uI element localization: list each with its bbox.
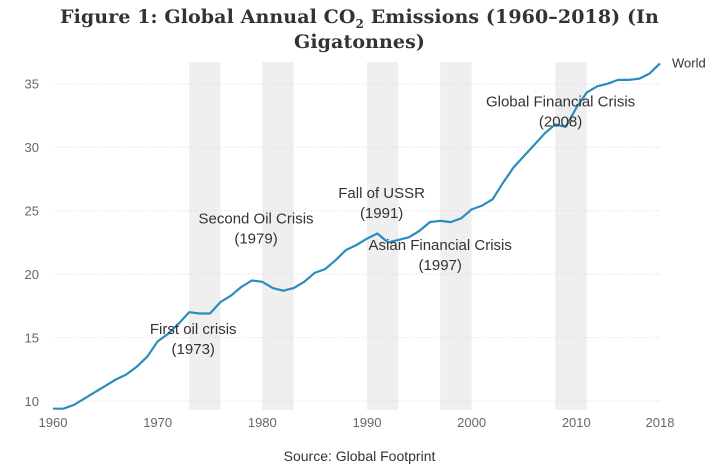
- x-tick-label: 1960: [39, 415, 68, 430]
- y-tick-label: 25: [25, 204, 39, 219]
- series-lines: World: [53, 55, 706, 410]
- annotation-year: (1979): [234, 230, 277, 247]
- source-note: Source: Global Footprint: [283, 448, 436, 464]
- x-tick-label: 1970: [143, 415, 172, 430]
- y-tick-label: 20: [25, 267, 39, 282]
- recession-band-0: [189, 62, 221, 410]
- annotation-label: Global Financial Crisis: [486, 94, 635, 111]
- recession-bands: [189, 62, 587, 410]
- recession-band-4: [555, 62, 587, 410]
- annotations: First oil crisis (1973) Second Oil Crisis (…: [150, 94, 635, 358]
- annotation-year: (1991): [360, 205, 403, 222]
- gridlines: [53, 83, 660, 402]
- series-line-world: [53, 62, 661, 410]
- y-tick-label: 30: [25, 140, 39, 155]
- annotation-year: (2008): [539, 114, 582, 131]
- annotation-year: (1997): [419, 257, 462, 274]
- recession-band-3: [440, 62, 472, 410]
- x-tick-label: 2018: [646, 415, 675, 430]
- y-axis-ticks: 10 15 20 25 30 35: [25, 77, 39, 409]
- annotation-label: Asian Financial Crisis: [369, 237, 512, 254]
- x-tick-label: 2010: [562, 415, 591, 430]
- annotation-label: First oil crisis: [150, 321, 237, 338]
- x-tick-label: 2000: [457, 415, 486, 430]
- annotation-label: Second Oil Crisis: [199, 210, 314, 227]
- x-tick-label: 1980: [248, 415, 277, 430]
- y-tick-label: 10: [25, 394, 39, 409]
- x-tick-label: 1990: [353, 415, 382, 430]
- x-axis-ticks: 1960 1970 1980 1990 2000 2010 2018: [39, 415, 675, 430]
- annotation-year: (1973): [172, 341, 215, 358]
- chart-title: Figure 1: Global Annual CO2 Emissions (1…: [60, 6, 659, 53]
- series-label: World: [672, 55, 706, 70]
- annotation-label: Fall of USSR: [338, 185, 425, 202]
- y-tick-label: 15: [25, 331, 39, 346]
- y-tick-label: 35: [25, 77, 39, 92]
- recession-band-1: [262, 62, 294, 410]
